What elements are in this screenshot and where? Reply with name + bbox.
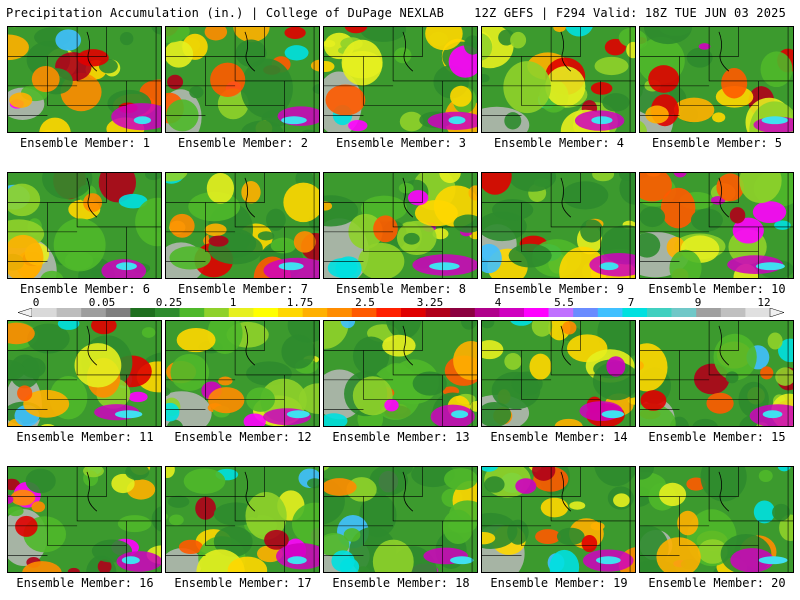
member-label: Ensemble Member: 7 bbox=[177, 282, 309, 296]
member-label: Ensemble Member: 4 bbox=[493, 136, 625, 150]
legend-swatch bbox=[720, 308, 746, 317]
legend-swatch bbox=[524, 308, 549, 317]
member-label: Ensemble Member: 8 bbox=[335, 282, 467, 296]
member-label: Ensemble Member: 10 bbox=[648, 282, 786, 296]
member-label: Ensemble Member: 12 bbox=[174, 430, 312, 444]
member-label: Ensemble Member: 19 bbox=[490, 576, 628, 590]
legend-swatch bbox=[253, 308, 279, 317]
legend-swatch bbox=[130, 308, 156, 317]
member-label: Ensemble Member: 1 bbox=[19, 136, 151, 150]
member-label: Ensemble Member: 16 bbox=[16, 576, 154, 590]
member-map-15 bbox=[639, 320, 794, 427]
legend-tick-label: 5.5 bbox=[554, 296, 574, 309]
legend-swatch bbox=[228, 308, 254, 317]
legend-tick-label: 7 bbox=[627, 296, 635, 309]
member-map-18 bbox=[323, 466, 478, 573]
member-label: Ensemble Member: 3 bbox=[335, 136, 467, 150]
member-map-1 bbox=[7, 26, 162, 133]
legend-tick-label: 0.25 bbox=[155, 296, 183, 309]
member-map-19 bbox=[481, 466, 636, 573]
member-map-6 bbox=[7, 172, 162, 279]
legend-swatch bbox=[671, 308, 697, 317]
legend-swatch bbox=[647, 308, 672, 317]
member-map-13 bbox=[323, 320, 478, 427]
legend-swatch bbox=[278, 308, 303, 317]
member-map-7 bbox=[165, 172, 320, 279]
member-map-12 bbox=[165, 320, 320, 427]
legend-swatch bbox=[597, 308, 623, 317]
legend-swatch bbox=[548, 308, 574, 317]
legend-swatch bbox=[32, 308, 57, 317]
member-map-11 bbox=[7, 320, 162, 427]
member-label: Ensemble Member: 6 bbox=[19, 282, 151, 296]
legend-swatch bbox=[327, 308, 353, 317]
legend-min-arrow bbox=[18, 308, 33, 317]
legend-swatch bbox=[105, 308, 131, 317]
legend-tick-label: 1 bbox=[229, 296, 237, 309]
member-map-2 bbox=[165, 26, 320, 133]
member-map-5 bbox=[639, 26, 794, 133]
legend-ticks: 0 0.05 0.25 1 1.75 2.5 3.25 4 5.5 7 9 12 bbox=[18, 296, 784, 309]
legend-swatch bbox=[376, 308, 402, 317]
member-label: Ensemble Member: 13 bbox=[332, 430, 470, 444]
legend-tick-label: 1.75 bbox=[286, 296, 314, 309]
run-info: 12Z GEFS | F294 Valid: 18Z TUE JUN 03 20… bbox=[474, 6, 786, 20]
legend-swatch bbox=[302, 308, 328, 317]
legend-swatch bbox=[745, 308, 771, 317]
member-map-20 bbox=[639, 466, 794, 573]
member-map-3 bbox=[323, 26, 478, 133]
member-map-17 bbox=[165, 466, 320, 573]
member-label: Ensemble Member: 14 bbox=[490, 430, 628, 444]
legend-swatch bbox=[56, 308, 82, 317]
member-label: Ensemble Member: 18 bbox=[332, 576, 470, 590]
legend-swatch bbox=[425, 308, 451, 317]
legend-swatch bbox=[499, 308, 525, 317]
legend-swatch bbox=[204, 308, 230, 317]
legend-tick-label: 3.25 bbox=[416, 296, 444, 309]
member-label: Ensemble Member: 20 bbox=[648, 576, 786, 590]
legend-swatch bbox=[81, 308, 107, 317]
member-label: Ensemble Member: 2 bbox=[177, 136, 309, 150]
legend-swatch bbox=[474, 308, 500, 317]
legend-tick-label: 0.05 bbox=[88, 296, 116, 309]
member-label: Ensemble Member: 11 bbox=[16, 430, 154, 444]
member-label: Ensemble Member: 15 bbox=[648, 430, 786, 444]
page-title: Precipitation Accumulation (in.) | Colle… bbox=[6, 6, 445, 20]
member-map-9 bbox=[481, 172, 636, 279]
legend-swatch bbox=[450, 308, 476, 317]
legend-tick-label: 12 bbox=[757, 296, 771, 309]
legend-swatch bbox=[401, 308, 426, 317]
legend-tick-label: 0 bbox=[32, 296, 40, 309]
legend-swatch bbox=[573, 308, 599, 317]
legend-swatch bbox=[179, 308, 205, 317]
legend-swatch bbox=[622, 308, 648, 317]
member-map-16 bbox=[7, 466, 162, 573]
legend-swatch bbox=[696, 308, 722, 317]
member-label: Ensemble Member: 5 bbox=[651, 136, 783, 150]
member-label: Ensemble Member: 9 bbox=[493, 282, 625, 296]
member-label: Ensemble Member: 17 bbox=[174, 576, 312, 590]
legend-tick-label: 9 bbox=[694, 296, 702, 309]
legend-swatch bbox=[351, 308, 377, 317]
member-map-14 bbox=[481, 320, 636, 427]
legend-max-arrow bbox=[769, 308, 784, 317]
member-map-4 bbox=[481, 26, 636, 133]
member-map-10 bbox=[639, 172, 794, 279]
member-map-8 bbox=[323, 172, 478, 279]
legend-tick-label: 4 bbox=[494, 296, 502, 309]
color-legend: 0 0.05 0.25 1 1.75 2.5 3.25 4 5.5 7 9 12 bbox=[18, 296, 784, 320]
legend-swatch bbox=[155, 308, 180, 317]
legend-tick-label: 2.5 bbox=[355, 296, 375, 309]
legend-bar bbox=[18, 308, 784, 317]
